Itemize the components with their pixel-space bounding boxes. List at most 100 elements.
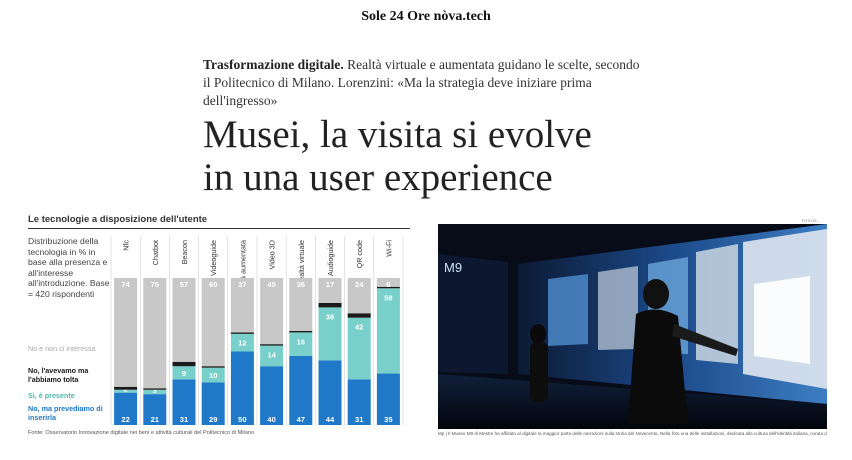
photo-credit: FOTO DI ... — [802, 219, 821, 223]
data-label: 3 — [153, 386, 157, 395]
bar-segment — [260, 344, 284, 346]
bar-segment — [376, 373, 400, 425]
bar-segment — [318, 360, 342, 425]
data-label: 31 — [180, 415, 189, 424]
museum-installation-illustration: M9 — [438, 224, 827, 429]
data-label: 60 — [209, 280, 217, 289]
bar-segment — [114, 386, 138, 390]
deck-text-line1: Realtà virtuale e aumentata guidano le s… — [347, 57, 640, 72]
bar-segment — [172, 278, 196, 362]
bar-segment — [289, 278, 313, 331]
bar-segment — [318, 302, 342, 308]
legend-entry-present: Sì, è presente — [28, 391, 75, 400]
chart-title-rule — [28, 228, 410, 229]
chart-title: Le tecnologie a disposizione dell'utente — [28, 214, 208, 225]
bar-segment — [347, 278, 371, 314]
category-label: Video 3D — [268, 240, 277, 269]
category-label: Nfc — [122, 240, 131, 251]
data-label: 16 — [297, 337, 305, 346]
legend-entry-no-interest: No e non ci interessa — [28, 344, 96, 353]
masthead: Sole 24 Ore nòva.tech — [361, 9, 491, 24]
data-label: 10 — [209, 371, 217, 380]
data-label: 22 — [121, 415, 129, 424]
bar-segment — [318, 278, 342, 303]
data-label: 24 — [355, 280, 364, 289]
data-label: 36 — [326, 312, 334, 321]
data-label: 31 — [355, 415, 364, 424]
category-label: Beacon — [180, 240, 189, 264]
data-label: 35 — [384, 415, 393, 424]
data-label: 47 — [297, 415, 305, 424]
bar-segment — [201, 278, 225, 367]
bar-segment — [230, 333, 254, 352]
data-label: 29 — [209, 415, 217, 424]
category-label: Realtà aumentata — [238, 240, 247, 297]
bar-segment — [376, 286, 400, 289]
bar-segment — [289, 332, 313, 356]
deck-text-line2: il Politecnico di Milano. Lorenzini: «Ma… — [203, 75, 592, 108]
headline: Musei, la visita si evolve in una user e… — [203, 113, 763, 199]
data-label: 58 — [384, 293, 392, 302]
bar-segment — [376, 278, 400, 287]
museum-photo: M9 — [438, 224, 827, 429]
data-label: 44 — [326, 415, 335, 424]
headline-line1: Musei, la visita si evolve — [203, 113, 592, 156]
bar-segment — [260, 278, 284, 345]
category-label: Chatbot — [151, 240, 160, 265]
bar-segment — [289, 330, 313, 333]
bar-segment — [201, 367, 225, 383]
data-label: 74 — [121, 280, 130, 289]
data-label: 21 — [151, 415, 160, 424]
bar-segment — [260, 366, 284, 425]
bar-segment — [172, 361, 196, 367]
bar-segment — [230, 278, 254, 333]
chart-description: Distribuzione della tecnologia in % in b… — [28, 236, 110, 299]
data-label: 14 — [267, 351, 276, 360]
bar-segment — [114, 392, 138, 425]
legend-entry-removed: No, l'avevamo ma l'abbiamo tolta — [28, 366, 89, 384]
data-label: 50 — [238, 415, 246, 424]
bar-segment — [114, 278, 138, 387]
bar-segment — [376, 288, 400, 374]
photo-caption: Mp | Il Museo M9 di Mestre ha affidato a… — [438, 431, 827, 436]
m9-logo: M9 — [444, 260, 462, 275]
data-label: 40 — [267, 415, 275, 424]
bar-segment — [172, 379, 196, 425]
bar-segment — [347, 379, 371, 425]
bar-segment — [114, 389, 138, 393]
bar-segment — [230, 332, 254, 334]
bar-segment — [318, 307, 342, 361]
bar-segment — [172, 366, 196, 380]
category-label: Wi-Fi — [384, 240, 393, 257]
article-deck: Trasformazione digitale. Realtà virtuale… — [203, 56, 663, 110]
data-label: 9 — [182, 369, 186, 378]
category-label: Videoguide — [209, 240, 218, 276]
bar-segment — [143, 394, 167, 425]
bar-segment — [347, 313, 371, 318]
bar-segment — [143, 389, 167, 395]
bar-segment — [289, 355, 313, 425]
data-label: 57 — [180, 280, 188, 289]
bar-segment — [201, 382, 225, 425]
bar-segment — [143, 388, 167, 390]
legend-entry-planned: No, ma prevediamo di inserirla — [28, 404, 103, 422]
data-label: 6 — [386, 280, 390, 289]
bar-segment — [230, 351, 254, 425]
data-label: 12 — [238, 339, 246, 348]
bar-segment — [143, 278, 167, 389]
category-label: QR code — [355, 240, 364, 268]
bar-segment — [201, 366, 225, 368]
deck-kicker: Trasformazione digitale. — [203, 57, 344, 72]
data-label: 75 — [151, 280, 160, 289]
data-label: 36 — [297, 280, 305, 289]
category-label: Audioguide — [326, 240, 335, 276]
bar-segment — [260, 345, 284, 367]
bar-segment — [347, 317, 371, 380]
data-label: 42 — [355, 323, 363, 332]
chart-source: Fonte: Osservatorio Innovazione digitale… — [28, 430, 255, 436]
category-label: Realtà virtuale — [297, 240, 306, 286]
headline-line2: in una user experience — [203, 156, 553, 199]
data-label: 45 — [267, 280, 276, 289]
data-label: 37 — [238, 280, 246, 289]
